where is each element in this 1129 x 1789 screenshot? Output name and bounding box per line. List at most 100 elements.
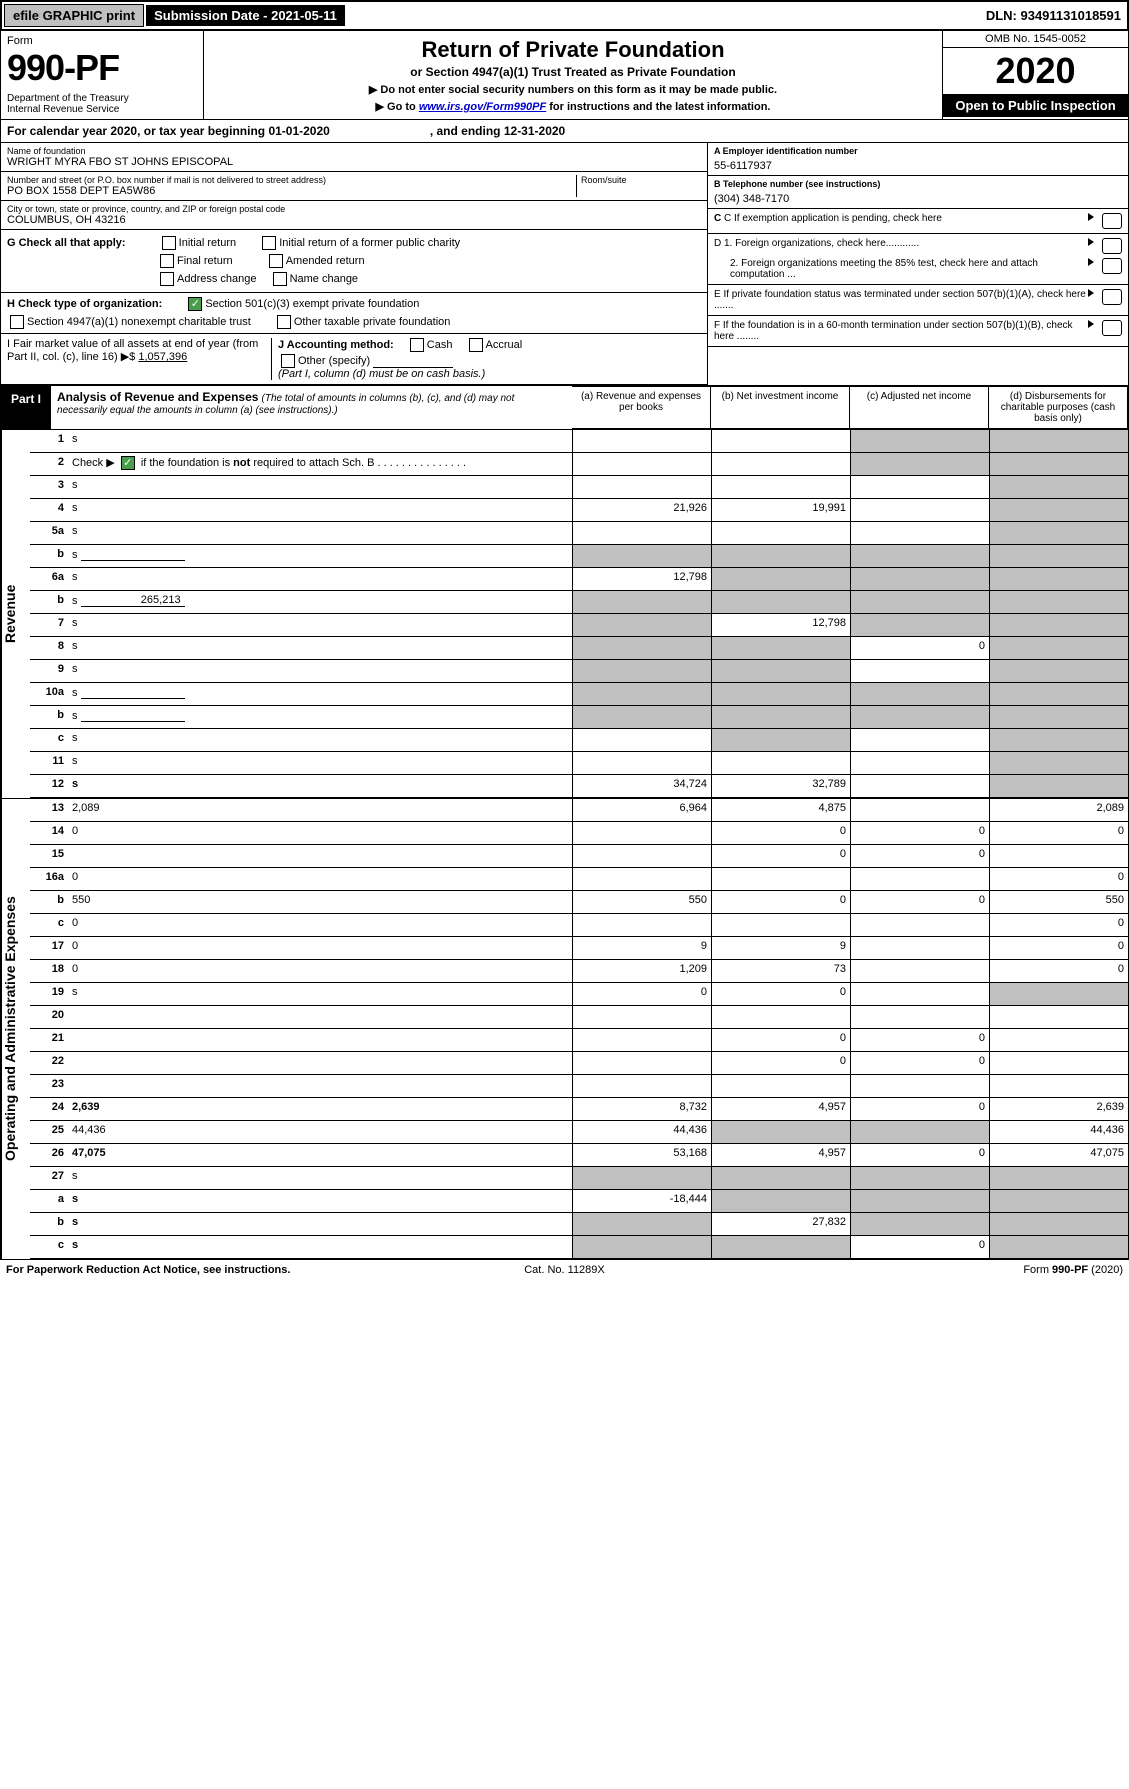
table-row: bs 265,213 (30, 591, 1128, 614)
header-center: Return of Private Foundation or Section … (204, 31, 942, 119)
col-a-header: (a) Revenue and expenses per books (572, 386, 711, 429)
header-left: Form 990-PF Department of the Treasury I… (1, 31, 204, 119)
form-word: Form (7, 35, 197, 47)
other-taxable-checkbox[interactable] (277, 315, 291, 329)
addr-cell: Number and street (or P.O. box number if… (1, 172, 707, 201)
table-row: 1s (30, 430, 1128, 453)
name-cell: Name of foundation WRIGHT MYRA FBO ST JO… (1, 143, 707, 172)
table-row: 4s21,92619,991 (30, 499, 1128, 522)
final-return-checkbox[interactable] (160, 254, 174, 268)
section-g: G Check all that apply: Initial return I… (1, 230, 707, 293)
form-header: Form 990-PF Department of the Treasury I… (0, 31, 1129, 120)
fmv-value: 1,057,396 (138, 351, 187, 363)
info-grid: Name of foundation WRIGHT MYRA FBO ST JO… (0, 143, 1129, 385)
table-row: 140000 (30, 822, 1128, 845)
dln: DLN: 93491131018591 (986, 8, 1127, 23)
city-cell: City or town, state or province, country… (1, 201, 707, 230)
table-row: c00 (30, 914, 1128, 937)
irs-link[interactable]: www.irs.gov/Form990PF (419, 101, 546, 113)
table-row: bs27,832 (30, 1213, 1128, 1236)
table-row: 1801,209730 (30, 960, 1128, 983)
table-row: 5as (30, 522, 1128, 545)
table-row: 2200 (30, 1052, 1128, 1075)
table-row: 2647,07553,1684,957047,075 (30, 1144, 1128, 1167)
e-checkbox[interactable] (1102, 289, 1122, 305)
section-d: D 1. Foreign organizations, check here..… (708, 234, 1128, 285)
table-row: b55055000550 (30, 891, 1128, 914)
table-row: 9s (30, 660, 1128, 683)
part1-header: Part I Analysis of Revenue and Expenses … (0, 385, 1129, 430)
501c3-checkbox[interactable] (188, 297, 202, 311)
top-bar: efile GRAPHIC print Submission Date - 20… (0, 0, 1129, 31)
col-b-header: (b) Net investment income (711, 386, 850, 429)
other-method-checkbox[interactable] (281, 354, 295, 368)
section-f: F If the foundation is in a 60-month ter… (708, 316, 1128, 347)
table-row: 19s00 (30, 983, 1128, 1006)
table-row: 2Check ▶ if the foundation is not requir… (30, 453, 1128, 476)
amended-checkbox[interactable] (269, 254, 283, 268)
omb: OMB No. 1545-0052 (943, 31, 1128, 48)
table-row: 7s12,798 (30, 614, 1128, 637)
table-row: 1500 (30, 845, 1128, 868)
table-row: 27s (30, 1167, 1128, 1190)
tax-year: 2020 (943, 48, 1128, 94)
expenses-label: Operating and Administrative Expenses (1, 799, 30, 1259)
efile-btn[interactable]: efile GRAPHIC print (4, 4, 144, 27)
table-row: 6as12,798 (30, 568, 1128, 591)
instr1: ▶ Do not enter social security numbers o… (210, 83, 936, 96)
table-row: 3s (30, 476, 1128, 499)
part1-label: Part I (1, 386, 51, 429)
address-change-checkbox[interactable] (160, 272, 174, 286)
calendar-year: For calendar year 2020, or tax year begi… (0, 120, 1129, 143)
revenue-table: Revenue 1s2Check ▶ if the foundation is … (0, 430, 1129, 798)
table-row: 132,0896,9644,8752,089 (30, 799, 1128, 822)
open-inspection: Open to Public Inspection (943, 94, 1128, 117)
table-row: bs (30, 545, 1128, 568)
f-checkbox[interactable] (1102, 320, 1122, 336)
4947-checkbox[interactable] (10, 315, 24, 329)
ein-cell: A Employer identification number 55-6117… (708, 143, 1128, 176)
instr2: ▶ Go to www.irs.gov/Form990PF for instru… (210, 100, 936, 113)
d1-checkbox[interactable] (1102, 238, 1122, 254)
table-row: 16a00 (30, 868, 1128, 891)
table-row: 8s0 (30, 637, 1128, 660)
accrual-checkbox[interactable] (469, 338, 483, 352)
header-right: OMB No. 1545-0052 2020 Open to Public In… (942, 31, 1128, 119)
part1-desc: Analysis of Revenue and Expenses (The to… (51, 386, 572, 429)
cash-checkbox[interactable] (410, 338, 424, 352)
name-change-checkbox[interactable] (273, 272, 287, 286)
table-row: 170990 (30, 937, 1128, 960)
dept: Department of the Treasury Internal Reve… (7, 93, 197, 115)
table-row: 12s34,72432,789 (30, 775, 1128, 798)
revenue-label: Revenue (1, 430, 30, 798)
arrow-icon (1088, 213, 1094, 221)
submission-date: Submission Date - 2021-05-11 (146, 5, 345, 26)
table-row: 10as (30, 683, 1128, 706)
section-i-j: I Fair market value of all assets at end… (1, 334, 707, 385)
expenses-table: Operating and Administrative Expenses 13… (0, 798, 1129, 1259)
phone-cell: B Telephone number (see instructions) (3… (708, 176, 1128, 209)
d2-checkbox[interactable] (1102, 258, 1122, 274)
section-h: H Check type of organization: Section 50… (1, 293, 707, 334)
section-c: C C If exemption application is pending,… (708, 209, 1128, 234)
section-e: E If private foundation status was termi… (708, 285, 1128, 316)
form-number: 990-PF (7, 47, 197, 89)
table-row: 2544,43644,43644,436 (30, 1121, 1128, 1144)
col-c-header: (c) Adjusted net income (850, 386, 989, 429)
table-row: cs (30, 729, 1128, 752)
table-row: bs (30, 706, 1128, 729)
table-row: 20 (30, 1006, 1128, 1029)
table-row: cs0 (30, 1236, 1128, 1259)
form-subtitle: or Section 4947(a)(1) Trust Treated as P… (210, 65, 936, 79)
initial-former-checkbox[interactable] (262, 236, 276, 250)
table-row: 11s (30, 752, 1128, 775)
table-row: as-18,444 (30, 1190, 1128, 1213)
c-checkbox[interactable] (1102, 213, 1122, 229)
table-row: 23 (30, 1075, 1128, 1098)
table-row: 242,6398,7324,95702,639 (30, 1098, 1128, 1121)
table-row: 2100 (30, 1029, 1128, 1052)
form-title: Return of Private Foundation (210, 37, 936, 63)
footer: For Paperwork Reduction Act Notice, see … (0, 1259, 1129, 1280)
col-d-header: (d) Disbursements for charitable purpose… (989, 386, 1128, 429)
initial-return-checkbox[interactable] (162, 236, 176, 250)
